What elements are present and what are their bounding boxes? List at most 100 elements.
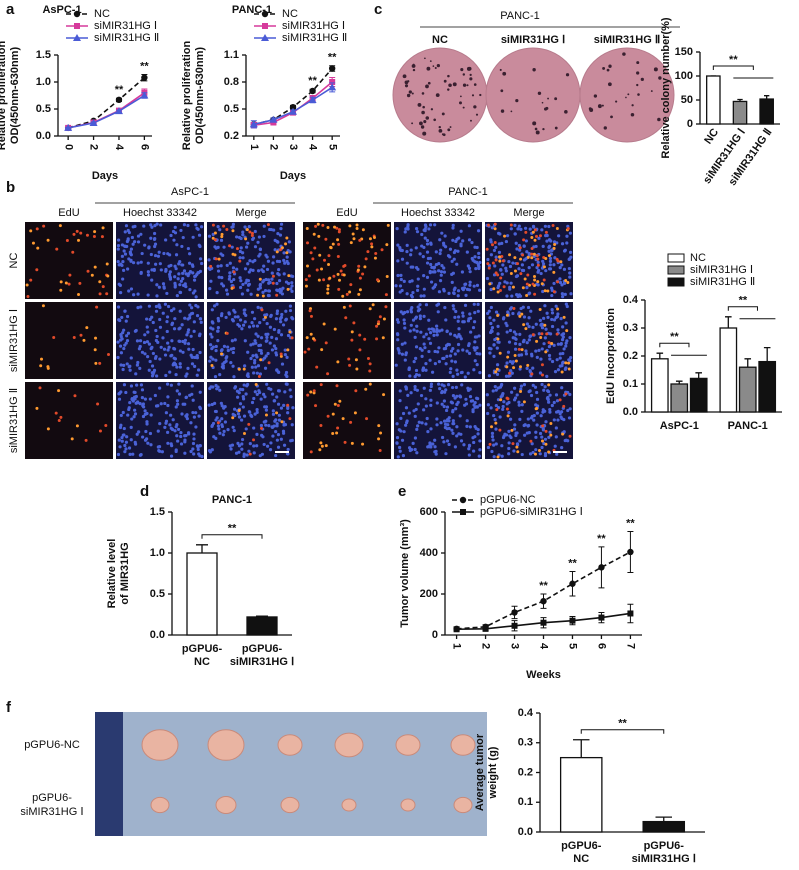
- edu-cell: [508, 371, 512, 375]
- nucleus: [451, 223, 455, 227]
- nucleus: [238, 402, 243, 406]
- channel-label: EdU: [58, 207, 79, 219]
- nucleus: [183, 438, 187, 442]
- nucleus: [553, 370, 558, 374]
- edu-cell: [355, 367, 359, 371]
- nucleus: [207, 403, 211, 407]
- nucleus: [414, 246, 418, 250]
- edu-cell: [337, 230, 341, 234]
- nucleus: [258, 320, 262, 325]
- nucleus: [427, 337, 431, 341]
- edu-cell: [565, 329, 569, 333]
- nucleus: [270, 277, 274, 281]
- nucleus: [405, 243, 409, 247]
- nucleus: [276, 389, 281, 393]
- nucleus: [452, 257, 456, 261]
- nucleus: [199, 225, 204, 229]
- nucleus: [472, 368, 476, 372]
- nucleus: [258, 283, 262, 288]
- nucleus: [486, 403, 490, 407]
- nucleus: [487, 374, 492, 378]
- tumor: [280, 796, 300, 814]
- nucleus: [275, 309, 280, 313]
- nucleus: [534, 448, 538, 452]
- tumor: [215, 796, 237, 814]
- nucleus: [437, 269, 441, 273]
- edu-cell: [65, 239, 69, 243]
- nucleus: [200, 261, 204, 266]
- nucleus: [158, 422, 162, 426]
- nucleus: [219, 314, 224, 318]
- x-tick-label: 7: [625, 643, 637, 649]
- nucleus: [121, 260, 125, 264]
- nucleus: [564, 438, 568, 442]
- nucleus: [291, 406, 295, 410]
- y-axis-label: Relative level: [106, 539, 118, 609]
- nucleus: [455, 368, 459, 372]
- nucleus: [209, 355, 213, 359]
- edu-cell: [322, 322, 326, 326]
- nucleus: [240, 442, 244, 446]
- nucleus: [539, 414, 543, 418]
- nucleus: [180, 244, 184, 249]
- nucleus: [186, 246, 190, 251]
- nucleus: [548, 410, 552, 414]
- nucleus: [463, 303, 468, 307]
- nucleus: [254, 332, 258, 336]
- edu-cell: [524, 327, 528, 331]
- nucleus: [283, 352, 287, 357]
- nucleus: [214, 358, 218, 362]
- colony: [430, 108, 434, 111]
- edu-cell: [493, 241, 497, 245]
- nucleus: [261, 290, 265, 294]
- nucleus: [231, 412, 235, 416]
- edu-cell: [496, 290, 500, 294]
- nucleus: [171, 229, 176, 234]
- nucleus: [527, 324, 531, 329]
- nucleus: [173, 281, 177, 285]
- nucleus: [129, 247, 134, 251]
- nucleus: [140, 251, 144, 256]
- marker: [460, 509, 466, 515]
- nucleus: [120, 439, 124, 443]
- edu-cell: [237, 408, 241, 412]
- edu-cell: [368, 362, 372, 366]
- edu-cell: [31, 241, 35, 245]
- edu-cell: [247, 422, 251, 426]
- nucleus: [252, 426, 256, 430]
- nucleus: [238, 387, 243, 391]
- y-tick-label: 0.0: [518, 826, 533, 838]
- nucleus: [288, 250, 292, 254]
- edu-cell: [540, 439, 544, 443]
- colony: [640, 77, 644, 82]
- edu-cell: [306, 241, 310, 245]
- nucleus: [518, 417, 522, 421]
- nucleus: [175, 389, 179, 393]
- nucleus: [509, 227, 513, 231]
- nucleus: [268, 280, 272, 285]
- nucleus: [464, 397, 468, 401]
- edu-cell: [228, 244, 232, 248]
- edu-cell: [326, 414, 330, 418]
- nucleus: [467, 453, 471, 457]
- edu-cell: [337, 287, 341, 291]
- nucleus: [166, 430, 170, 434]
- nucleus: [136, 234, 141, 238]
- edu-cell: [505, 365, 509, 369]
- nucleus: [527, 292, 531, 296]
- nucleus: [144, 429, 148, 434]
- nucleus: [155, 294, 159, 298]
- edu-cell: [491, 261, 495, 265]
- nucleus: [149, 236, 153, 240]
- nucleus: [455, 262, 459, 266]
- series-line: [253, 81, 333, 126]
- nucleus: [547, 400, 551, 404]
- x-tick-label: pGPU6-: [561, 840, 602, 852]
- nucleus: [246, 288, 250, 292]
- nucleus: [485, 393, 489, 397]
- nucleus: [266, 259, 271, 263]
- nucleus: [168, 277, 173, 281]
- nucleus: [543, 437, 548, 441]
- nucleus: [255, 355, 259, 359]
- x-tick-label: siMIR31HG Ⅰ: [632, 853, 696, 865]
